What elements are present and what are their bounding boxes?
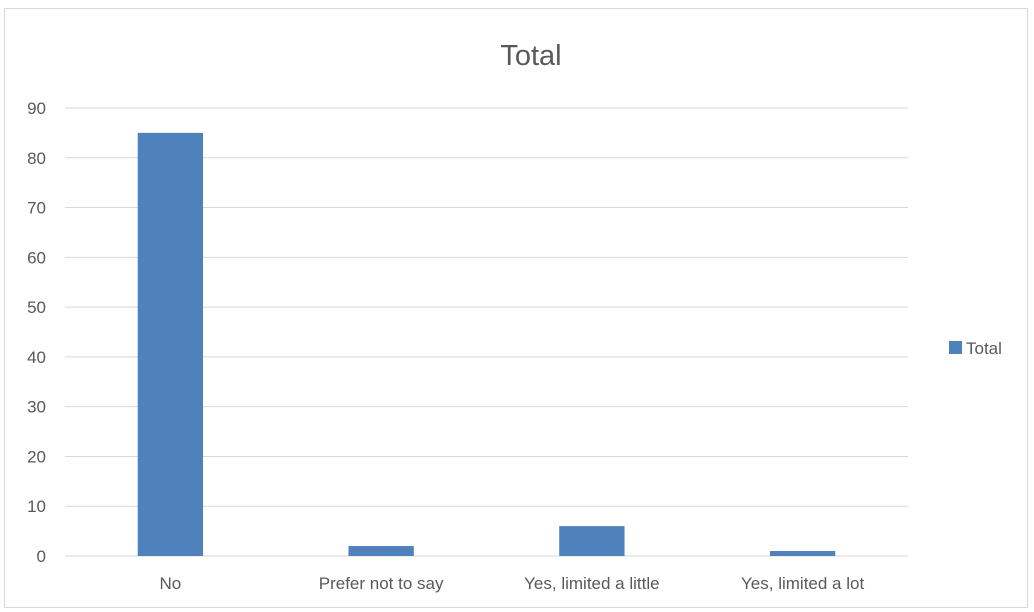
- x-axis-ticks: No Prefer not to say Yes, limited a little…: [160, 574, 865, 593]
- legend-swatch: [949, 341, 962, 354]
- bars: [137, 132, 836, 556]
- x-tick-label: No: [160, 574, 182, 593]
- chart-title: Total: [500, 40, 561, 72]
- y-tick-label: 10: [27, 497, 46, 516]
- y-tick-label: 0: [37, 547, 46, 566]
- y-tick-label: 90: [27, 99, 46, 118]
- legend: Total: [949, 339, 1002, 358]
- x-tick-label: Yes, limited a lot: [741, 574, 864, 593]
- x-tick-label: Yes, limited a little: [524, 574, 659, 593]
- legend-label: Total: [966, 339, 1002, 358]
- y-tick-label: 40: [27, 348, 46, 367]
- bar: [137, 132, 204, 556]
- bar: [559, 526, 625, 556]
- bar: [348, 546, 414, 556]
- bar: [769, 551, 836, 556]
- y-tick-label: 50: [27, 298, 46, 317]
- y-tick-label: 80: [27, 149, 46, 168]
- y-axis-ticks: 0 10 20 30 40 50 60 70 80 90: [27, 99, 46, 566]
- y-tick-label: 20: [27, 447, 46, 466]
- gridlines: [65, 107, 908, 557]
- y-tick-label: 30: [27, 398, 46, 417]
- y-tick-label: 70: [27, 199, 46, 218]
- y-tick-label: 60: [27, 248, 46, 267]
- x-tick-label: Prefer not to say: [319, 574, 444, 593]
